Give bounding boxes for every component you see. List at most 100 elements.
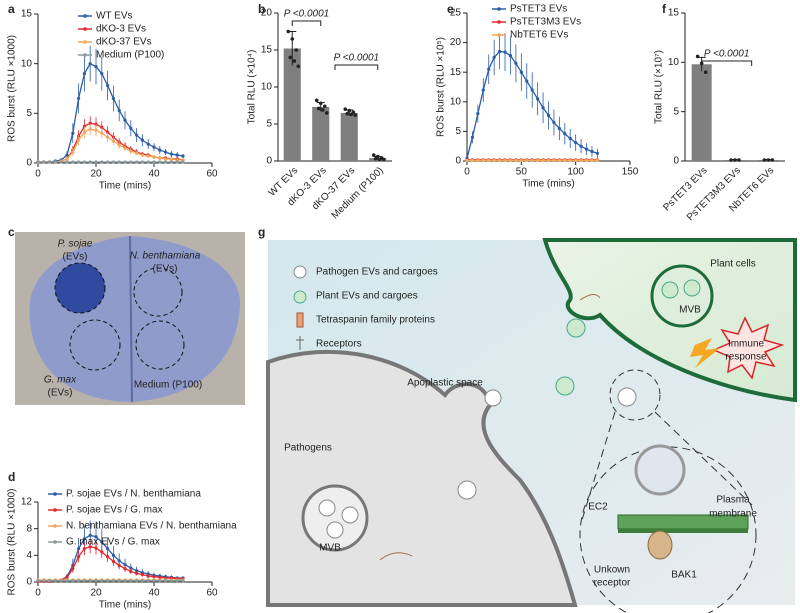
data-point — [111, 579, 115, 583]
data-point — [88, 127, 92, 131]
data-point — [503, 158, 507, 163]
data-dot — [347, 108, 352, 113]
data-point — [595, 158, 600, 163]
y-tick-label: 5 — [26, 108, 32, 119]
photo-label: N. benthamiana — [130, 251, 201, 262]
y-tick-label: 5 — [266, 119, 272, 130]
legend-label: N. benthamiana EVs / N. benthamiana — [66, 521, 237, 532]
data-point — [111, 559, 115, 563]
legend-label: PsTET3M3 EVs — [510, 17, 581, 28]
x-tick-label: 60 — [206, 169, 218, 180]
data-point — [71, 131, 75, 135]
bar — [312, 106, 330, 161]
legend-marker — [497, 33, 501, 37]
panel-label: a — [8, 2, 15, 16]
legend-label: PsTET3 EVs — [510, 4, 567, 15]
data-point — [59, 160, 63, 164]
data-point — [181, 160, 185, 164]
data-point — [546, 158, 551, 163]
legend-marker — [497, 20, 501, 24]
data-point — [123, 579, 127, 583]
x-axis-label: Time (mins) — [99, 600, 151, 611]
data-point — [595, 151, 600, 155]
data-point — [530, 158, 534, 163]
zoom-circle — [609, 369, 661, 421]
legend-label: Receptors — [316, 339, 362, 350]
y-tick-label: 12 — [21, 497, 33, 508]
p-value: P <0.0001 — [704, 49, 750, 60]
data-point — [481, 88, 485, 92]
data-dot — [766, 158, 771, 162]
data-dot — [290, 37, 295, 41]
data-point — [100, 125, 104, 129]
legend-marker — [83, 53, 87, 57]
data-point — [48, 579, 52, 583]
data-point — [129, 126, 133, 130]
data-point — [65, 160, 69, 164]
photo-label: (EVs) — [63, 252, 88, 263]
data-point — [552, 120, 556, 125]
data-dot — [381, 157, 386, 162]
data-point — [568, 158, 572, 163]
data-point — [77, 138, 81, 142]
data-dot — [286, 29, 291, 34]
data-point — [465, 158, 469, 163]
data-point — [146, 142, 150, 146]
data-point — [53, 160, 58, 164]
legend-label: NbTET6 EVs — [510, 30, 568, 41]
data-point — [536, 97, 540, 101]
data-point — [135, 571, 139, 575]
data-dot — [324, 111, 329, 115]
data-point — [164, 160, 168, 164]
diagram-label: membrane — [709, 509, 757, 520]
data-point — [77, 96, 81, 101]
data-dot — [322, 104, 327, 109]
data-point — [106, 83, 110, 88]
y-tick-label: 10 — [450, 96, 462, 107]
data-point — [169, 152, 173, 156]
data-point — [59, 579, 63, 583]
y-tick-label: 15 — [21, 9, 33, 20]
data-point — [590, 158, 594, 163]
infiltration-spot — [69, 319, 121, 371]
data-point — [135, 569, 139, 573]
data-point — [65, 579, 69, 583]
mvb — [650, 264, 714, 328]
data-dot — [770, 158, 775, 162]
data-point — [129, 566, 133, 570]
data-point — [557, 158, 561, 163]
x-tick-label: 150 — [622, 167, 639, 178]
data-point — [65, 153, 69, 157]
data-point — [574, 141, 578, 145]
ev — [484, 389, 502, 407]
data-point — [117, 143, 121, 147]
y-tick-label: 20 — [261, 8, 273, 19]
infiltration-spot — [135, 320, 185, 370]
data-point — [568, 136, 572, 141]
y-tick-label: 25 — [450, 8, 462, 19]
y-tick-label: 8 — [26, 523, 32, 534]
x-tick-label: 20 — [90, 169, 102, 180]
data-point — [42, 160, 46, 164]
panel-label: f — [662, 2, 667, 16]
data-point — [140, 579, 144, 583]
y-tick-label: 0 — [673, 156, 679, 167]
ev — [326, 521, 344, 539]
legend-label: P. sojae EVs / N. benthamiana — [66, 489, 201, 500]
data-point — [152, 145, 156, 149]
data-point — [111, 139, 115, 143]
legend-label: P. sojae EVs / G. max — [66, 505, 163, 516]
data-point — [152, 579, 156, 583]
ev — [566, 318, 586, 338]
data-point — [487, 158, 491, 163]
data-dot — [345, 111, 350, 116]
data-point — [82, 547, 86, 551]
x-tick-label: 40 — [148, 169, 160, 180]
data-point — [82, 72, 86, 76]
diagram-label: Pathogens — [284, 443, 332, 454]
data-dot — [296, 64, 301, 69]
data-point — [476, 112, 480, 116]
data-dot — [353, 113, 358, 117]
data-point — [106, 160, 110, 164]
